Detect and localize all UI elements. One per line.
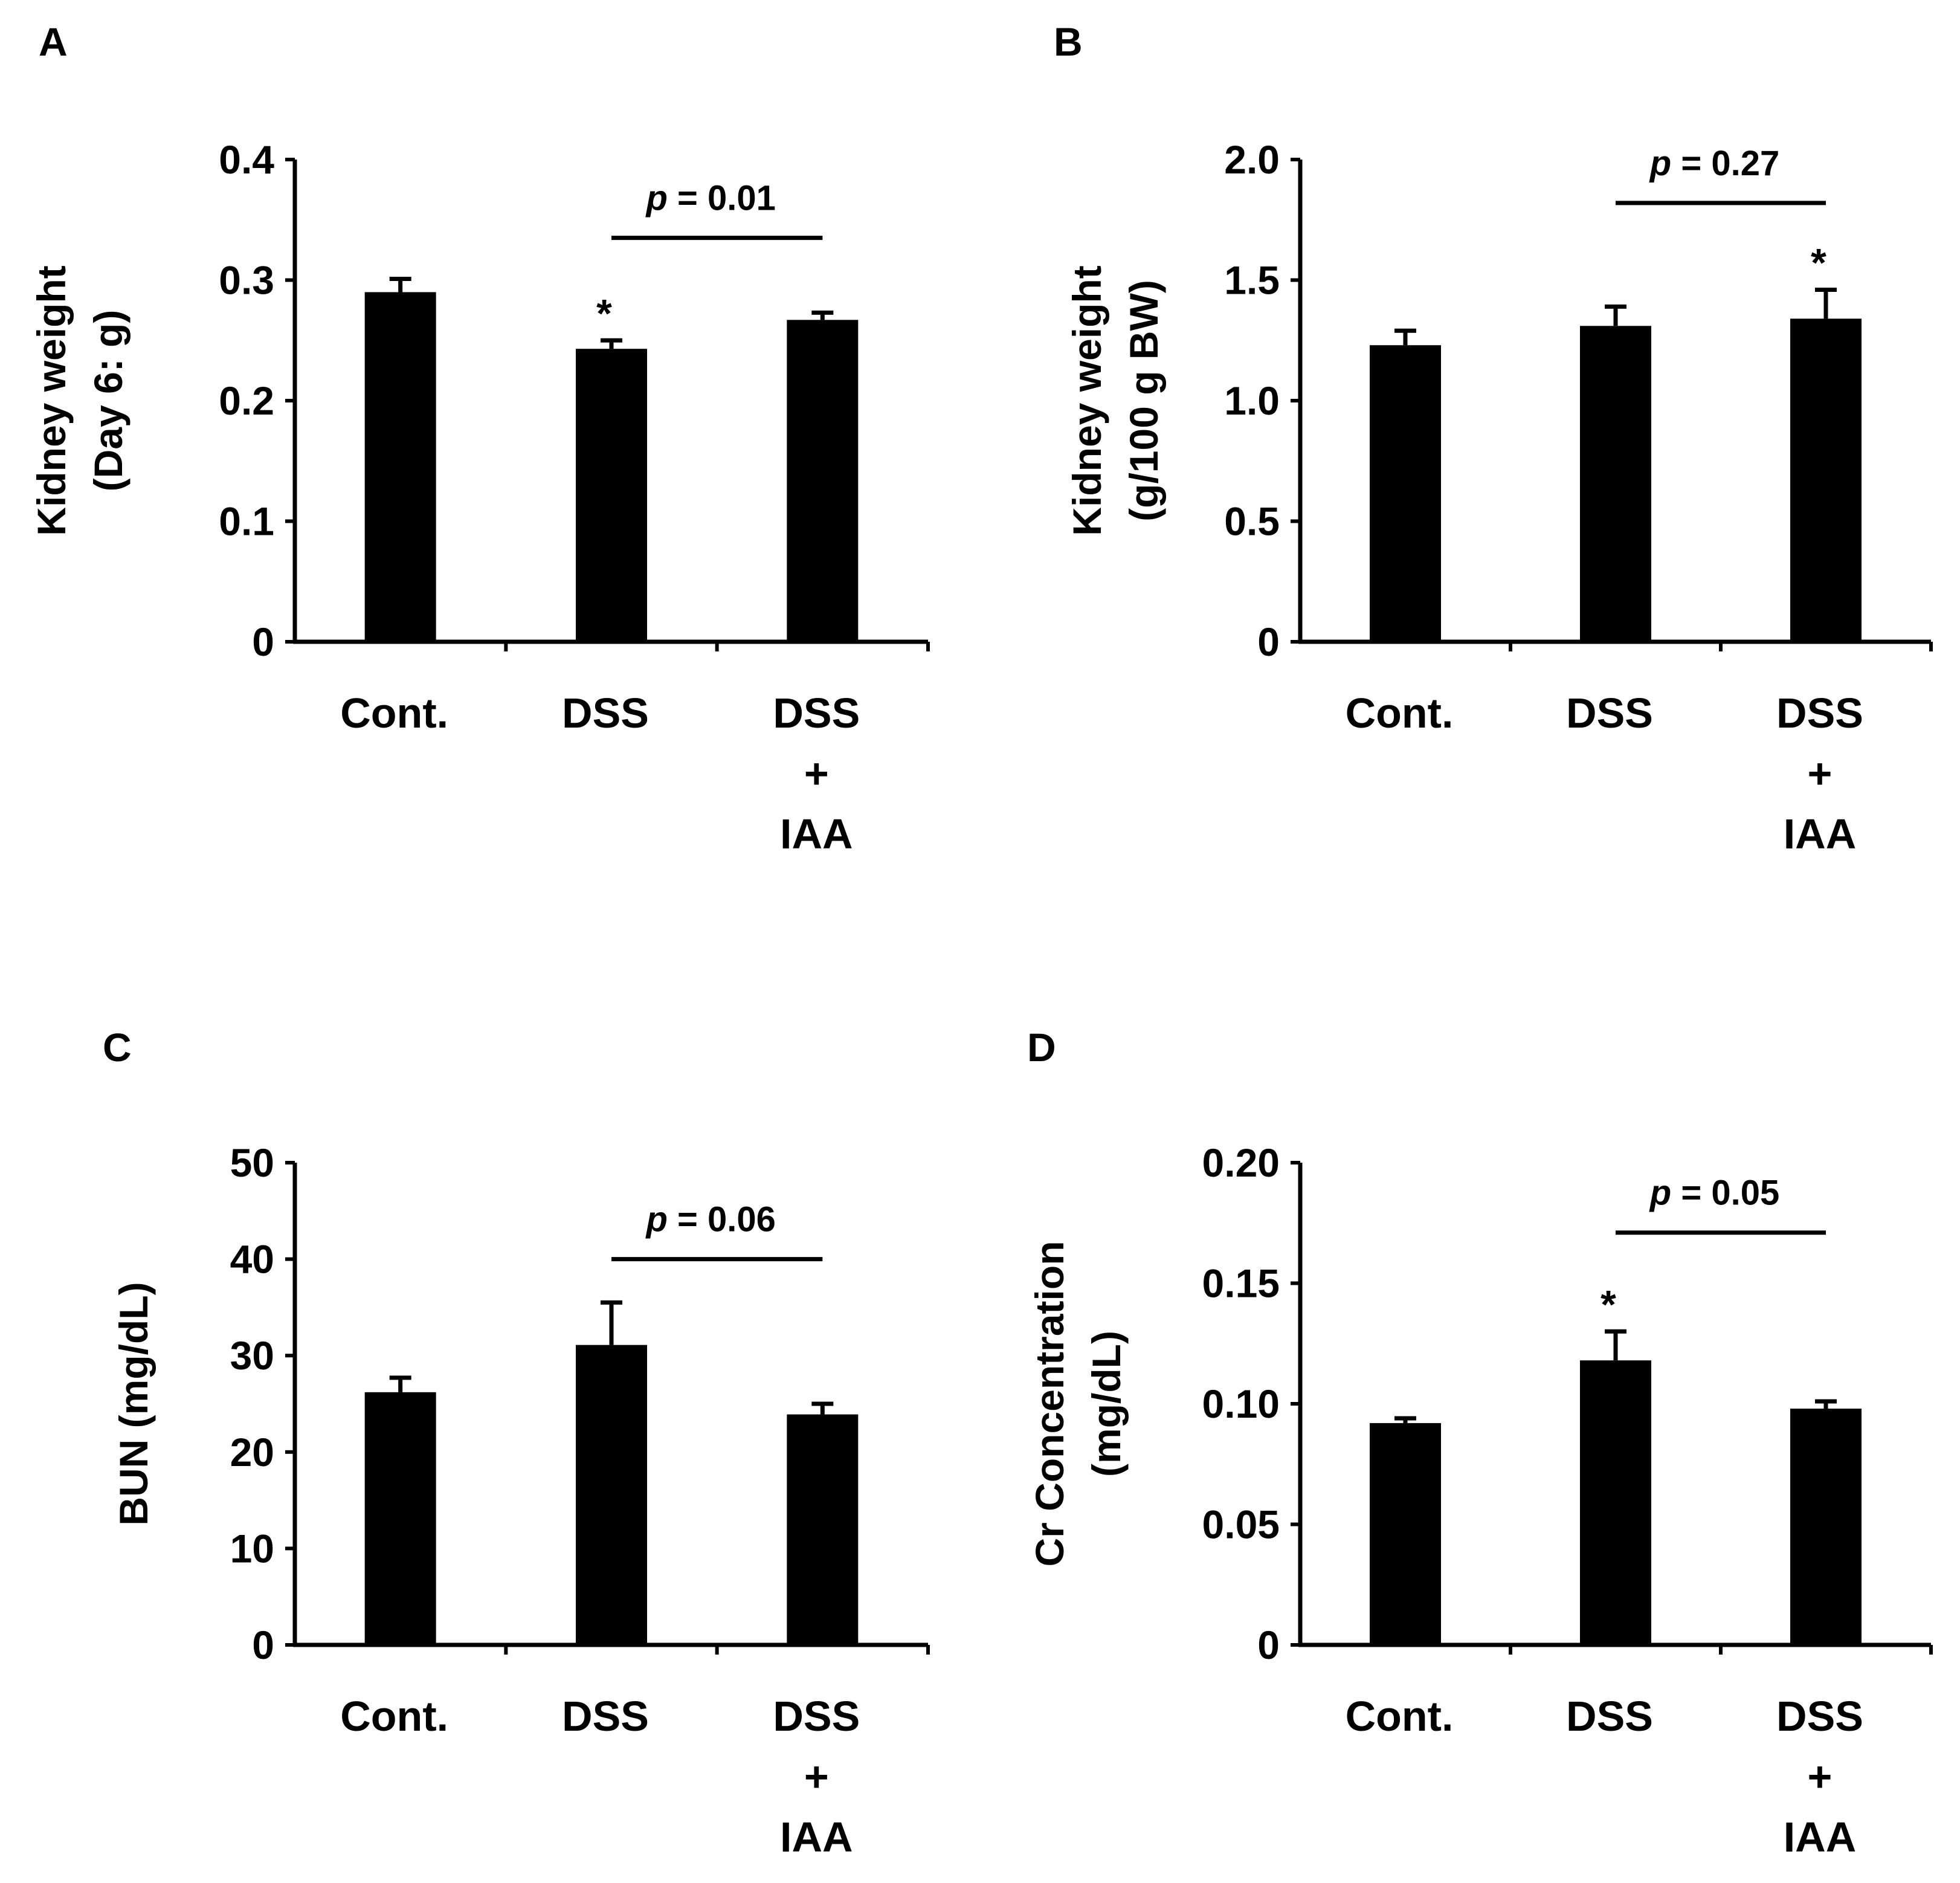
panel-a-y-axis-title: (Day 6: g) xyxy=(86,310,131,492)
panel-a-y-axis-title: Kidney weight xyxy=(29,265,74,535)
panel-d-p-value: p = 0.05 xyxy=(1649,1174,1779,1213)
panel-b-y-tick-label: 0.5 xyxy=(1224,499,1280,544)
panel-a-plot: 0 0.1 0.2 0.3 0.4 Cont. * DSS DSS + IAA p = 0.01 Kid… xyxy=(29,137,930,858)
panel-a-y-tick-label: 0.2 xyxy=(219,378,274,423)
panel-c-plot: 0 10 20 30 40 50 Cont. DSS DSS + IAA p = 0.06 BUN (m… xyxy=(111,1140,930,1861)
panel-b-y-tick-label: 1.5 xyxy=(1224,258,1280,303)
panel-c-y-tick-label: 30 xyxy=(230,1333,274,1378)
panel-b-p-number: = 0.27 xyxy=(1671,144,1779,183)
panel-b-y-tick-label: 2.0 xyxy=(1224,137,1280,182)
panel-b-significance-star: * xyxy=(1811,240,1826,285)
panel-b-category-label: DSS xyxy=(1566,690,1653,737)
panel-d-y-tick-label: 0.15 xyxy=(1202,1261,1280,1306)
panel-d-p-number: = 0.05 xyxy=(1671,1174,1779,1213)
panel-c-bar xyxy=(364,1392,436,1645)
panel-d-bar xyxy=(1580,1360,1651,1645)
panel-b: B 0 0.5 1.0 1.5 2.0 Cont. DSS * DSS + IAA p = 0.27 K… xyxy=(1054,19,1933,858)
panel-a-y-tick-label: 0.3 xyxy=(219,258,274,303)
panel-c-category-label: DSS xyxy=(562,1693,649,1740)
panel-a-category-label: DSS xyxy=(562,690,649,737)
panel-a-category-label: + xyxy=(804,750,829,797)
panel-c-p-value: p = 0.06 xyxy=(645,1200,775,1239)
panel-b-bar xyxy=(1370,345,1441,642)
panel-c-y-tick-label: 10 xyxy=(230,1526,274,1571)
panel-d-y-tick-label: 0.10 xyxy=(1202,1381,1280,1426)
panel-b-p-symbol: p xyxy=(1649,144,1671,183)
panel-d-letter: D xyxy=(1027,1025,1056,1070)
panel-a-p-symbol: p xyxy=(645,179,667,218)
panel-a-significance-star: * xyxy=(596,291,612,335)
panel-c-letter: C xyxy=(103,1025,132,1070)
panel-a-p-value: p = 0.01 xyxy=(645,179,775,218)
panel-a-bar xyxy=(364,292,436,642)
panel-a-category-label: IAA xyxy=(780,810,853,858)
panel-c-bar xyxy=(787,1414,859,1645)
panel-c-category-label: Cont. xyxy=(340,1693,448,1740)
panel-a-y-tick-label: 0 xyxy=(252,619,274,664)
panel-a-y-tick-label: 0.1 xyxy=(219,499,274,544)
panel-a: A 0 0.1 0.2 0.3 0.4 Cont. * DSS DSS + IAA p = 0.01 K… xyxy=(29,19,930,858)
panel-c-y-tick-label: 0 xyxy=(252,1623,274,1667)
panel-c-y-axis-title: BUN (mg/dL) xyxy=(111,1282,156,1525)
panel-c-y-tick-label: 50 xyxy=(230,1140,274,1185)
panel-b-y-axis-title: (g/100 g BW) xyxy=(1121,280,1166,522)
panel-d-category-label: DSS xyxy=(1566,1693,1653,1740)
panel-b-category-label: IAA xyxy=(1784,810,1857,858)
panel-b-category-label: DSS xyxy=(1776,690,1863,737)
panel-d-category-label: + xyxy=(1808,1753,1833,1800)
panel-d-category-label: DSS xyxy=(1776,1693,1863,1740)
panel-b-category-label: Cont. xyxy=(1346,690,1454,737)
panel-c-category-label: IAA xyxy=(780,1814,853,1861)
panel-a-bar xyxy=(576,349,647,642)
panel-d-plot: 0 0.05 0.10 0.15 0.20 Cont. * DSS DSS + IAA p = 0.0… xyxy=(1027,1140,1933,1861)
panel-a-letter: A xyxy=(39,19,68,64)
panel-d-bar xyxy=(1370,1423,1441,1645)
panel-d-y-tick-label: 0 xyxy=(1257,1623,1280,1667)
panel-d-category-label: IAA xyxy=(1784,1814,1857,1861)
panel-c: C 0 10 20 30 40 50 Cont. DSS DSS + IAA p = 0.06 BUN … xyxy=(103,1025,930,1861)
panel-a-y-tick-label: 0.4 xyxy=(219,137,274,182)
panel-b-category-label: + xyxy=(1808,750,1833,797)
panel-c-p-number: = 0.06 xyxy=(668,1200,776,1239)
panel-a-category-label: Cont. xyxy=(340,690,448,737)
panel-d-y-tick-label: 0.05 xyxy=(1202,1502,1280,1547)
panel-b-bar xyxy=(1790,318,1862,642)
panel-d-p-symbol: p xyxy=(1649,1174,1671,1213)
panel-b-plot: 0 0.5 1.0 1.5 2.0 Cont. DSS * DSS + IAA p = 0.27 Kid… xyxy=(1065,137,1933,858)
panel-c-p-symbol: p xyxy=(645,1200,667,1239)
panel-a-p-number: = 0.01 xyxy=(668,179,776,218)
panel-c-y-tick-label: 40 xyxy=(230,1237,274,1282)
panel-c-bar xyxy=(576,1345,647,1645)
panel-d-y-axis-title: Cr Concentration xyxy=(1027,1241,1072,1566)
panel-d-y-tick-label: 0.20 xyxy=(1202,1140,1280,1185)
panel-c-category-label: + xyxy=(804,1753,829,1800)
panel-b-bar xyxy=(1580,326,1651,642)
panel-c-y-tick-label: 20 xyxy=(230,1430,274,1474)
panel-b-y-tick-label: 1.0 xyxy=(1224,378,1280,423)
panel-b-y-axis-title: Kidney weight xyxy=(1065,265,1109,535)
panel-b-letter: B xyxy=(1054,19,1083,64)
panel-a-bar xyxy=(787,320,859,642)
panel-d-significance-star: * xyxy=(1601,1282,1616,1326)
panel-d-bar xyxy=(1790,1408,1862,1645)
panel-c-category-label: DSS xyxy=(773,1693,860,1740)
panel-a-category-label: DSS xyxy=(773,690,860,737)
panel-d: D 0 0.05 0.10 0.15 0.20 Cont. * DSS DSS + IAA p = 0… xyxy=(1027,1025,1933,1861)
panel-d-category-label: Cont. xyxy=(1346,1693,1454,1740)
panel-b-p-value: p = 0.27 xyxy=(1649,144,1779,183)
panel-b-y-tick-label: 0 xyxy=(1257,619,1280,664)
panel-d-y-axis-title: (mg/dL) xyxy=(1084,1331,1129,1477)
